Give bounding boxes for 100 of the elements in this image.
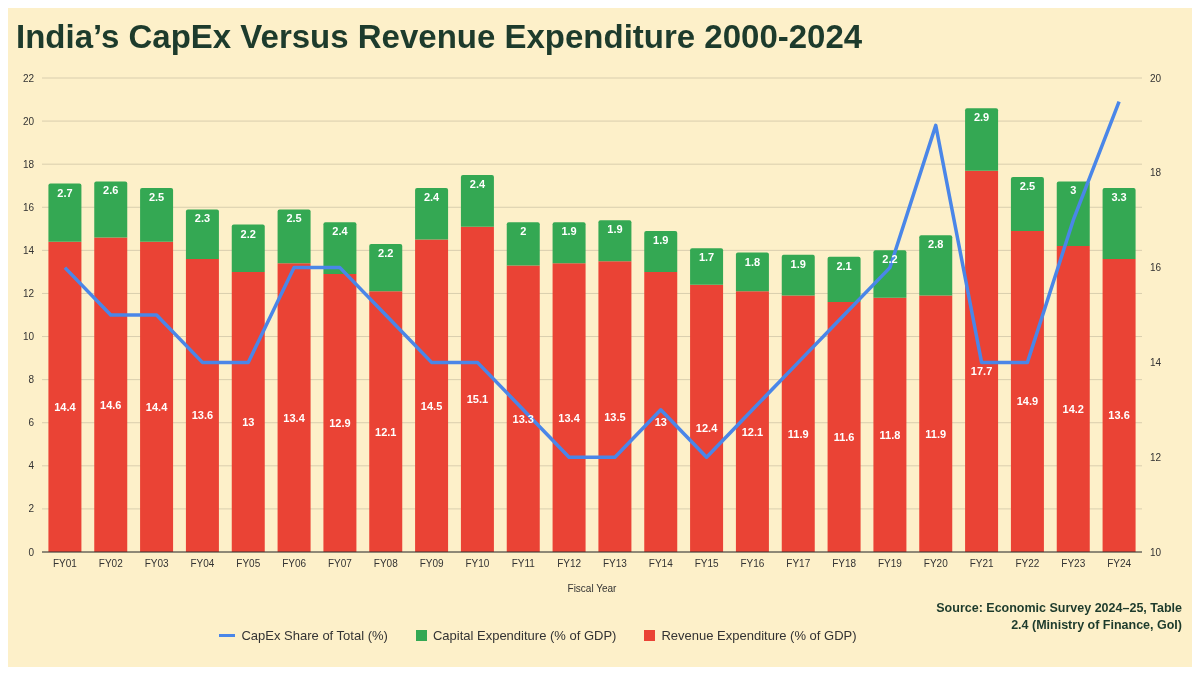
y-tick-label: 6 [28,417,35,429]
bar [460,226,494,552]
x-tick-label: FY01 [52,558,78,570]
data-label: 2.4 [332,225,349,238]
x-tick-label: FY07 [327,558,353,570]
y-tick-label: 10 [22,331,35,343]
bar [369,291,403,552]
bar [323,222,357,275]
y-tick-label: 22 [22,72,35,84]
y-tick-label: 18 [22,158,35,170]
data-label: 1.9 [607,223,623,236]
bar [94,181,128,238]
x-tick-label: FY19 [877,558,903,570]
y2-tick-label: 18 [1150,167,1162,179]
x-tick-label: FY18 [832,558,857,570]
y2-tick-label: 14 [1150,356,1162,368]
bar [506,222,540,266]
data-label: 3 [1070,184,1077,197]
bar [1010,230,1044,552]
data-label: 11.9 [787,427,809,440]
data-label: 2.4 [469,177,486,190]
bar [598,220,632,262]
y-tick-label: 12 [22,288,35,299]
y-tick-label: 4 [28,460,35,472]
bar [598,261,632,552]
data-label: 1.9 [653,233,669,246]
data-label: 2.3 [194,212,211,225]
data-label: 2.8 [928,238,944,251]
y2-tick-label: 20 [1150,72,1162,84]
y-tick-label: 0 [28,546,35,558]
bar [735,252,769,292]
x-tick-label: FY16 [740,558,765,570]
data-label: 11.6 [833,431,855,444]
data-label: 12.1 [741,425,764,438]
data-label: 13.4 [558,411,581,424]
bar [552,222,586,264]
data-label: 14.4 [54,400,77,413]
data-label: 14.5 [420,399,443,412]
data-label: 1.9 [790,257,806,270]
bar [231,271,265,552]
legend-label: Capital Expenditure (% of GDP) [432,628,617,643]
data-label: 2.2 [378,246,394,259]
x-tick-label: FY13 [602,558,628,570]
legend-label: CapEx Share of Total (%) [241,628,388,643]
bar [185,258,219,552]
bar [140,241,174,552]
data-label: 12.9 [329,417,351,430]
x-tick-label: FY24 [1107,558,1132,570]
legend-label: Revenue Expenditure (% of GDP) [661,628,857,643]
bar [781,295,815,552]
bar [231,224,265,272]
bar [415,187,449,240]
data-label: 2.5 [1019,180,1036,193]
x-tick-label: FY10 [465,558,490,570]
data-label: 13 [654,415,667,428]
x-tick-label: FY04 [190,558,215,570]
y-tick-label: 2 [28,503,35,515]
y-tick-label: 14 [22,244,35,256]
data-label: 1.7 [698,251,715,264]
x-tick-label: FY05 [236,558,261,570]
data-label: 2.2 [240,227,256,240]
bar [873,297,907,552]
data-label: 12.4 [695,422,719,435]
data-label: 2.1 [836,259,852,272]
data-label: 2.5 [148,190,165,203]
bar [1056,246,1090,552]
x-tick-label: FY23 [1061,558,1086,570]
bar [1102,187,1136,259]
bar [690,248,724,285]
y-tick-label: 20 [22,115,35,127]
data-label: 2.5 [286,212,302,225]
y-tick-label: 16 [22,201,35,213]
bar [781,254,815,296]
data-label: 14.9 [1016,395,1039,408]
x-tick-label: FY11 [511,558,536,570]
bar [140,187,174,242]
bar [552,263,586,552]
data-label: 11.9 [925,427,947,440]
chart-title: India’s CapEx Versus Revenue Expenditure 2000-2024 [15,17,864,57]
source-note: Source: Economic Survey 2024–25, Table 2.4 (Ministry of Finance, GoI) [935,600,1182,634]
x-tick-label: FY03 [144,558,169,570]
bar [1010,177,1044,231]
bar [460,174,494,227]
y2-tick-label: 12 [1150,451,1162,463]
bar [644,271,678,552]
x-tick-label: FY22 [1015,558,1040,570]
data-label: 12.1 [375,425,397,438]
data-label: 2.6 [103,184,119,197]
bar [277,209,311,264]
data-label: 2.4 [423,190,441,203]
data-label: 1.8 [744,255,761,268]
bar [185,209,219,259]
data-label: 11.8 [879,428,901,441]
data-label: 14.4 [145,400,169,413]
data-label: 15.1 [466,393,489,406]
x-tick-label: FY09 [419,558,444,570]
y2-tick-label: 16 [1150,262,1162,274]
x-tick-label: FY02 [98,558,124,570]
y2-tick-label: 10 [1150,546,1162,558]
bar [1102,258,1136,552]
